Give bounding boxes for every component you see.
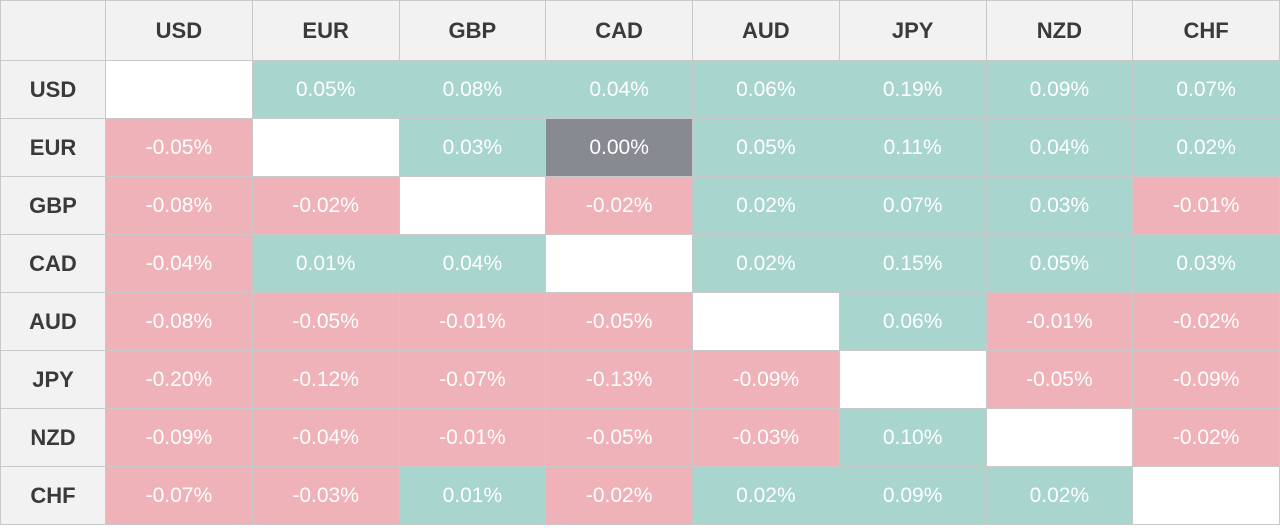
heatmap-cell-eur-aud: 0.05% (692, 118, 840, 177)
corner-cell (0, 0, 106, 61)
heatmap-cell-nzd-aud: -0.03% (692, 408, 840, 467)
heatmap-cell-usd-eur: 0.05% (251, 60, 400, 119)
row-header-cad: CAD (0, 234, 106, 293)
heatmap-cell-aud-nzd: -0.01% (985, 292, 1134, 351)
heatmap-cell-eur-gbp: 0.03% (398, 118, 547, 177)
heatmap-cell-jpy-cad: -0.13% (545, 350, 693, 409)
diagonal-cell (545, 234, 693, 293)
row-header-nzd: NZD (0, 408, 106, 467)
heatmap-cell-cad-jpy: 0.15% (838, 234, 987, 293)
heatmap-cell-jpy-chf: -0.09% (1132, 350, 1280, 409)
column-header-nzd: NZD (985, 0, 1134, 61)
row-header-jpy: JPY (0, 350, 106, 409)
heatmap-cell-eur-nzd: 0.04% (985, 118, 1134, 177)
table-row-usd: USD 0.05% 0.08% 0.04% 0.06% 0.19% 0.09% 0.07% (0, 60, 1280, 119)
heatmap-cell-gbp-chf: -0.01% (1132, 176, 1280, 235)
heatmap-cell-jpy-usd: -0.20% (105, 350, 253, 409)
heatmap-cell-jpy-eur: -0.12% (251, 350, 400, 409)
table-row-gbp: GBP -0.08% -0.02% -0.02% 0.02% 0.07% 0.03% -0.0… (0, 176, 1280, 235)
heatmap-cell-aud-eur: -0.05% (251, 292, 400, 351)
heatmap-cell-usd-gbp: 0.08% (398, 60, 547, 119)
heatmap-cell-eur-chf: 0.02% (1132, 118, 1280, 177)
diagonal-cell (1132, 466, 1280, 525)
table-row-chf: CHF -0.07% -0.03% 0.01% -0.02% 0.02% 0.09% 0.02… (0, 466, 1280, 525)
table-row-aud: AUD -0.08% -0.05% -0.01% -0.05% 0.06% -0.01% -0… (0, 292, 1280, 351)
row-header-gbp: GBP (0, 176, 106, 235)
table-row-cad: CAD -0.04% 0.01% 0.04% 0.02% 0.15% 0.05% 0.03% (0, 234, 1280, 293)
heatmap-cell-cad-nzd: 0.05% (985, 234, 1134, 293)
heatmap-cell-nzd-gbp: -0.01% (398, 408, 547, 467)
heatmap-cell-aud-cad: -0.05% (545, 292, 693, 351)
table-row-nzd: NZD -0.09% -0.04% -0.01% -0.05% -0.03% 0.10% -0… (0, 408, 1280, 467)
column-header-aud: AUD (692, 0, 840, 61)
heatmap-cell-jpy-aud: -0.09% (692, 350, 840, 409)
heatmap-cell-eur-jpy: 0.11% (838, 118, 987, 177)
heatmap-cell-nzd-eur: -0.04% (251, 408, 400, 467)
heatmap-cell-usd-chf: 0.07% (1132, 60, 1280, 119)
heatmap-cell-jpy-nzd: -0.05% (985, 350, 1134, 409)
heatmap-cell-usd-jpy: 0.19% (838, 60, 987, 119)
heatmap-cell-nzd-usd: -0.09% (105, 408, 253, 467)
heatmap-cell-cad-aud: 0.02% (692, 234, 840, 293)
heatmap-cell-usd-nzd: 0.09% (985, 60, 1134, 119)
heatmap-cell-cad-chf: 0.03% (1132, 234, 1280, 293)
heatmap-cell-gbp-nzd: 0.03% (985, 176, 1134, 235)
heatmap-cell-gbp-eur: -0.02% (251, 176, 400, 235)
heatmap-cell-gbp-cad: -0.02% (545, 176, 693, 235)
row-header-usd: USD (0, 60, 106, 119)
column-header-jpy: JPY (838, 0, 987, 61)
heatmap-cell-jpy-gbp: -0.07% (398, 350, 547, 409)
heatmap-cell-chf-jpy: 0.09% (838, 466, 987, 525)
heatmap-cell-chf-gbp: 0.01% (398, 466, 547, 525)
diagonal-cell (105, 60, 253, 119)
heatmap-cell-usd-aud: 0.06% (692, 60, 840, 119)
diagonal-cell (251, 118, 400, 177)
heatmap-cell-aud-usd: -0.08% (105, 292, 253, 351)
column-header-row: USD EUR GBP CAD AUD JPY NZD CHF (0, 0, 1280, 61)
column-header-gbp: GBP (398, 0, 547, 61)
row-header-chf: CHF (0, 466, 106, 525)
heatmap-body: USD 0.05% 0.08% 0.04% 0.06% 0.19% 0.09% 0.07% EU… (0, 60, 1280, 525)
heatmap-cell-gbp-usd: -0.08% (105, 176, 253, 235)
heatmap-cell-chf-aud: 0.02% (692, 466, 840, 525)
heatmap-cell-nzd-chf: -0.02% (1132, 408, 1280, 467)
row-header-eur: EUR (0, 118, 106, 177)
heatmap-cell-nzd-cad: -0.05% (545, 408, 693, 467)
column-header-cad: CAD (545, 0, 693, 61)
heatmap-cell-cad-usd: -0.04% (105, 234, 253, 293)
heatmap-cell-gbp-aud: 0.02% (692, 176, 840, 235)
heatmap-cell-eur-cad: 0.00% (545, 118, 693, 177)
heatmap-cell-nzd-jpy: 0.10% (838, 408, 987, 467)
table-row-jpy: JPY -0.20% -0.12% -0.07% -0.13% -0.09% -0.05% -… (0, 350, 1280, 409)
heatmap-cell-chf-usd: -0.07% (105, 466, 253, 525)
column-header-eur: EUR (251, 0, 400, 61)
heatmap-cell-eur-usd: -0.05% (105, 118, 253, 177)
row-header-aud: AUD (0, 292, 106, 351)
heatmap-cell-gbp-jpy: 0.07% (838, 176, 987, 235)
table-row-eur: EUR -0.05% 0.03% 0.00% 0.05% 0.11% 0.04% 0.02% (0, 118, 1280, 177)
heatmap-cell-chf-eur: -0.03% (251, 466, 400, 525)
heatmap-cell-cad-eur: 0.01% (251, 234, 400, 293)
heatmap-cell-cad-gbp: 0.04% (398, 234, 547, 293)
heatmap-cell-aud-chf: -0.02% (1132, 292, 1280, 351)
diagonal-cell (838, 350, 987, 409)
heatmap-cell-aud-jpy: 0.06% (838, 292, 987, 351)
column-header-usd: USD (105, 0, 253, 61)
heatmap-cell-usd-cad: 0.04% (545, 60, 693, 119)
heatmap-cell-aud-gbp: -0.01% (398, 292, 547, 351)
heatmap-cell-chf-cad: -0.02% (545, 466, 693, 525)
column-header-chf: CHF (1132, 0, 1280, 61)
diagonal-cell (985, 408, 1134, 467)
diagonal-cell (692, 292, 840, 351)
diagonal-cell (398, 176, 547, 235)
heatmap-cell-chf-nzd: 0.02% (985, 466, 1134, 525)
